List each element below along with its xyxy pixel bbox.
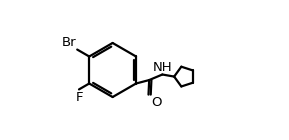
Text: Br: Br — [62, 36, 77, 49]
Text: F: F — [75, 91, 83, 104]
Text: NH: NH — [153, 61, 172, 74]
Text: O: O — [151, 96, 162, 109]
